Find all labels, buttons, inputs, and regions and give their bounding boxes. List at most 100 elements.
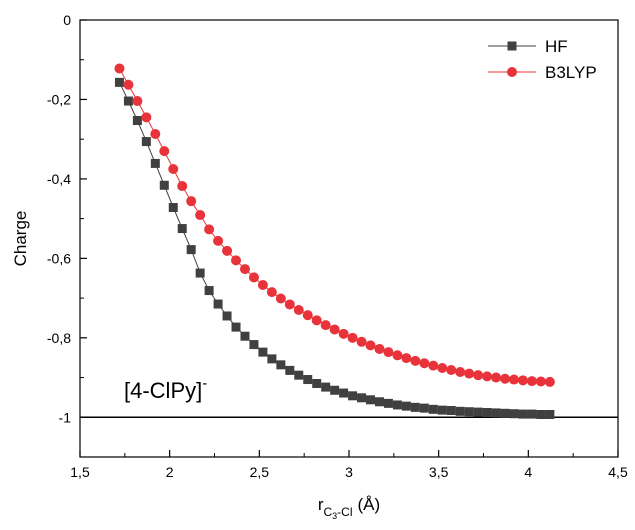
data-point xyxy=(491,408,501,418)
x-axis-title-sub: C xyxy=(323,505,332,519)
data-point xyxy=(464,368,475,379)
data-point xyxy=(204,286,214,296)
data-point xyxy=(410,402,420,412)
data-point xyxy=(239,264,250,275)
series-layer xyxy=(114,63,555,419)
data-point xyxy=(527,409,537,419)
data-point xyxy=(257,279,268,290)
data-point xyxy=(473,407,483,417)
data-point xyxy=(320,320,331,331)
y-axis-title: Charge xyxy=(11,211,30,267)
data-point xyxy=(141,112,152,123)
data-point xyxy=(150,158,160,168)
data-point xyxy=(428,404,438,414)
data-point xyxy=(195,210,206,221)
x-axis-title-sub2: 3 xyxy=(332,511,337,521)
data-point xyxy=(383,398,393,408)
data-point xyxy=(437,405,447,415)
annotation-superscript: - xyxy=(202,375,207,392)
data-point xyxy=(365,340,376,351)
data-point xyxy=(285,365,295,375)
data-point xyxy=(222,245,233,256)
x-tick-label: 3,5 xyxy=(429,464,449,480)
x-axis-title: rC3-Cl (Å) xyxy=(318,495,380,521)
data-point xyxy=(186,245,196,255)
data-point xyxy=(213,235,224,246)
data-point xyxy=(114,63,125,74)
data-point xyxy=(240,331,250,341)
series-hf xyxy=(114,77,555,419)
data-point xyxy=(275,293,286,304)
y-tick-label: -0,6 xyxy=(47,250,71,266)
data-point xyxy=(258,347,268,357)
axis-ticks: 1,5 2 2,5 3 3,5 4 4,5 0 -0,2 -0,4 -0,6 -0,8 -1 xyxy=(47,12,628,480)
data-point xyxy=(509,409,519,419)
series-line xyxy=(119,82,550,415)
data-point xyxy=(482,408,492,418)
data-point xyxy=(266,287,277,298)
data-point xyxy=(383,347,394,358)
data-point xyxy=(177,181,188,192)
data-point xyxy=(168,203,178,213)
data-point xyxy=(132,96,143,107)
y-tick-label: -0,8 xyxy=(47,330,71,346)
data-point xyxy=(338,328,349,339)
x-tick-label: 3 xyxy=(345,464,353,480)
data-point xyxy=(419,403,429,413)
data-point xyxy=(204,224,215,235)
data-point xyxy=(248,272,259,283)
y-tick-label: -0,2 xyxy=(47,91,71,107)
data-point xyxy=(392,400,402,410)
data-point xyxy=(321,382,331,392)
data-point xyxy=(231,322,241,332)
data-point xyxy=(428,360,439,371)
annotation-main: [4-ClPy] xyxy=(124,378,202,403)
data-point xyxy=(329,324,340,335)
data-point xyxy=(437,363,448,374)
x-tick-label: 4 xyxy=(524,464,532,480)
y-tick-label: 0 xyxy=(63,12,71,28)
x-tick-label: 2,5 xyxy=(250,464,270,480)
data-point xyxy=(186,196,197,207)
data-point xyxy=(491,372,502,383)
x-axis-title-main: r xyxy=(318,495,324,514)
x-axis-title-unit: (Å) xyxy=(358,495,381,514)
data-point xyxy=(446,406,456,416)
data-point xyxy=(545,409,555,419)
data-point xyxy=(446,364,457,375)
y-tick-label: -0,4 xyxy=(47,171,71,187)
data-point xyxy=(392,350,403,361)
legend-label: HF xyxy=(545,37,568,56)
data-point xyxy=(374,397,384,407)
x-tick-label: 4,5 xyxy=(608,464,628,480)
data-point xyxy=(177,224,187,234)
data-point xyxy=(535,376,546,387)
data-point xyxy=(419,358,430,369)
data-point xyxy=(366,395,376,405)
data-point xyxy=(141,137,151,147)
data-point xyxy=(276,360,286,370)
data-point xyxy=(526,376,537,387)
data-point xyxy=(311,315,322,326)
data-point xyxy=(330,385,340,395)
molecule-annotation: [4-ClPy]- xyxy=(124,375,207,403)
data-point xyxy=(517,375,528,386)
data-point xyxy=(482,371,493,382)
data-point xyxy=(356,336,367,347)
data-point xyxy=(500,373,511,384)
data-point xyxy=(348,391,358,401)
legend: HF B3LYP xyxy=(488,37,597,82)
data-point xyxy=(284,299,295,310)
data-point xyxy=(231,255,242,266)
data-point xyxy=(249,340,259,350)
data-point xyxy=(302,310,313,321)
legend-marker xyxy=(507,67,517,77)
data-point xyxy=(294,370,304,380)
data-point xyxy=(374,343,385,354)
data-point xyxy=(357,393,367,403)
data-point xyxy=(339,388,349,398)
data-point xyxy=(464,407,474,417)
data-point xyxy=(267,354,277,364)
x-tick-label: 2 xyxy=(166,464,174,480)
